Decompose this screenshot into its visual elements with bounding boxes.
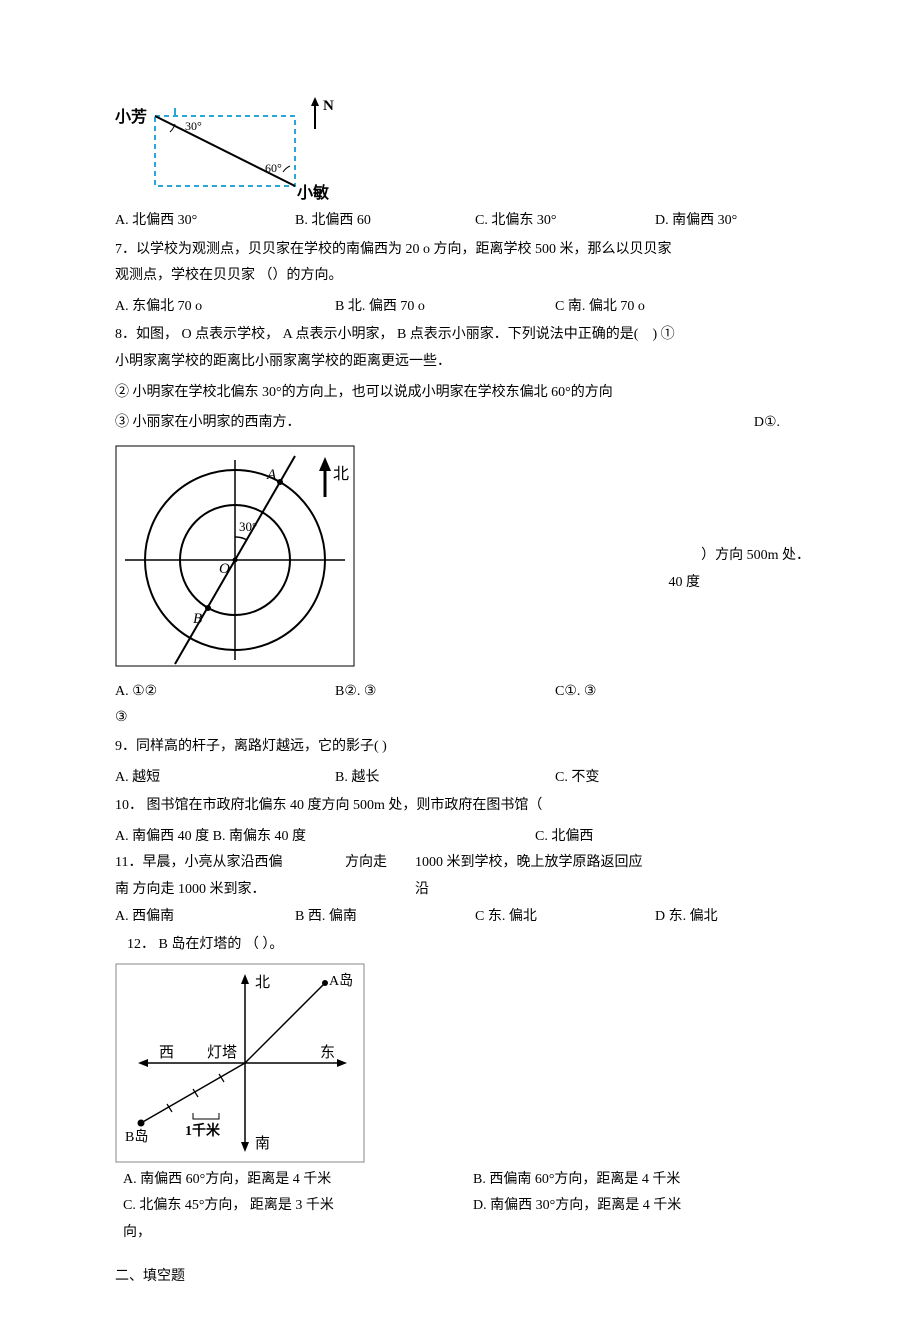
q12-opt-c[interactable]: C. 北偏东 45°方向， 距离是 3 千米 [123, 1193, 453, 1220]
svg-text:60°: 60° [265, 161, 282, 175]
svg-text:A岛: A岛 [329, 973, 353, 989]
q7-opt-b[interactable]: B 北. 偏西 70 o [335, 294, 535, 321]
q12-opt-d[interactable]: D. 南偏西 30°方向，距离是 4 千米 [473, 1193, 803, 1220]
q11-stem: 11．早晨，小亮从家沿西偏 方向走 1000 米到学校，晚上放学原路返回应 南 … [115, 850, 820, 903]
q10-opt-ab[interactable]: A. 南偏西 40 度 B. 南偏东 40 度 [115, 824, 515, 851]
q9-opt-b[interactable]: B. 越长 [335, 765, 535, 792]
svg-text:1千米: 1千米 [185, 1122, 221, 1139]
q11-stem-r1: 1000 米到学校，晚上放学原路返回应 [415, 850, 643, 877]
svg-text:小芳: 小芳 [115, 107, 147, 126]
q6-options: A. 北偏西 30° B. 北偏西 60 C. 北偏东 30° D. 南偏西 3… [115, 208, 820, 235]
svg-text:北: 北 [255, 974, 270, 991]
q12-options: A. 南偏西 60°方向，距离是 4 千米 B. 西偏南 60°方向，距离是 4… [123, 1167, 820, 1220]
svg-text:南: 南 [255, 1135, 270, 1152]
q9-opt-c[interactable]: C. 不变 [555, 765, 755, 792]
q11-stem-m1: 方向走 [345, 850, 415, 877]
q10-opt-c[interactable]: C. 北偏西 [535, 824, 593, 851]
q10-options: A. 南偏西 40 度 B. 南偏东 40 度 C. 北偏西 [115, 824, 820, 851]
q8-opt-d-frag: D①. [754, 410, 780, 437]
q12-opt-c-fragment: 向， [123, 1220, 820, 1247]
svg-text:B: B [193, 611, 202, 627]
svg-text:东: 东 [320, 1044, 335, 1061]
q10-frag-right-2: 40 度 [375, 570, 700, 597]
q7-stem: 7．以学校为观测点，贝贝家在学校的南偏西为 20 o 方向，距离学校 500 米… [115, 237, 820, 290]
svg-text:30°: 30° [239, 519, 257, 534]
svg-text:O: O [219, 561, 230, 577]
q12-opt-b[interactable]: B. 西偏南 60°方向，距离是 4 千米 [473, 1167, 803, 1194]
q7-stem-line2: 观测点，学校在贝贝家 （）的方向。 [115, 263, 820, 290]
svg-text:北: 北 [333, 465, 349, 483]
q8-stem-line2: 小明家离学校的距离比小丽家离学校的距离更远一些． [115, 349, 820, 376]
q8-statement-3-row: ③ 小丽家在小明家的西南方． D①. [115, 410, 820, 437]
q11-opt-a[interactable]: A. 西偏南 [115, 904, 275, 931]
q8-stem-line1: 8．如图， O 点表示学校， A 点表示小明家， B 点表示小丽家．下列说法中正… [115, 322, 820, 349]
n-label: N [323, 98, 334, 114]
q11-opt-c[interactable]: C 东. 偏北 [475, 904, 635, 931]
q12-stem: 12． B 岛在灯塔的 （ ）。 [127, 932, 820, 959]
q10-stem: 10． 图书馆在市政府北偏东 40 度方向 500m 处，则市政府在图书馆（ [115, 793, 820, 820]
q8-opt-c[interactable]: C①. ③ [555, 679, 755, 706]
fig-xiaofang-xiaomin: N 30° 60° 小芳 小敏 [115, 94, 820, 204]
q6-opt-b[interactable]: B. 北偏西 60 [295, 208, 455, 235]
q9-opt-a[interactable]: A. 越短 [115, 765, 315, 792]
svg-text:灯塔: 灯塔 [207, 1044, 237, 1061]
q8-options: A. ①② B②. ③ C①. ③ [115, 679, 820, 706]
svg-text:B岛: B岛 [125, 1129, 148, 1145]
q11-opt-b[interactable]: B 西. 偏南 [295, 904, 455, 931]
q8-opt-a[interactable]: A. ①② [115, 679, 315, 706]
q12-opt-a[interactable]: A. 南偏西 60°方向，距离是 4 千米 [123, 1167, 453, 1194]
q10-frag-right-1: ）方向 500m 处． [375, 543, 810, 570]
svg-text:30°: 30° [185, 119, 202, 133]
q11-options: A. 西偏南 B 西. 偏南 C 东. 偏北 D 东. 偏北 [115, 904, 820, 931]
q9-options: A. 越短 B. 越长 C. 不变 [115, 765, 820, 792]
q8-circled-3: ③ [115, 705, 820, 732]
q9-stem: 9．同样高的杆子，离路灯越远，它的影子( ) [115, 734, 820, 761]
q8-statement-3: ③ 小丽家在小明家的西南方． [115, 415, 301, 430]
svg-text:小敏: 小敏 [297, 183, 330, 202]
q7-opt-c[interactable]: C 南. 偏北 70 o [555, 294, 755, 321]
svg-text:西: 西 [159, 1045, 174, 1061]
q6-opt-c[interactable]: C. 北偏东 30° [475, 208, 635, 235]
q11-opt-d[interactable]: D 东. 偏北 [655, 904, 815, 931]
q11-stem-l1: 11．早晨，小亮从家沿西偏 [115, 850, 345, 877]
q7-options: A. 东偏北 70 o B 北. 偏西 70 o C 南. 偏北 70 o [115, 294, 820, 321]
q8-statement-2: ② 小明家在学校北偏东 30°的方向上，也可以说成小明家在学校东偏北 60°的方… [115, 380, 820, 407]
q11-stem-l2: 南 方向走 1000 米到家． [115, 877, 415, 904]
q11-stem-r2: 沿 [415, 877, 429, 904]
section-2-title: 二、填空题 [115, 1264, 820, 1291]
svg-text:A: A [266, 467, 277, 483]
q7-opt-a[interactable]: A. 东偏北 70 o [115, 294, 315, 321]
q8-opt-b[interactable]: B②. ③ [335, 679, 535, 706]
q6-opt-a[interactable]: A. 北偏西 30° [115, 208, 275, 235]
fig-concentric-circles: 30° A B O 北 [115, 445, 355, 675]
q6-opt-d[interactable]: D. 南偏西 30° [655, 208, 815, 235]
fig-lighthouse: 北 南 东 西 灯塔 A岛 B岛 1千米 [115, 963, 820, 1163]
q7-stem-line1: 7．以学校为观测点，贝贝家在学校的南偏西为 20 o 方向，距离学校 500 米… [115, 237, 820, 264]
q8-stem: 8．如图， O 点表示学校， A 点表示小明家， B 点表示小丽家．下列说法中正… [115, 322, 820, 375]
